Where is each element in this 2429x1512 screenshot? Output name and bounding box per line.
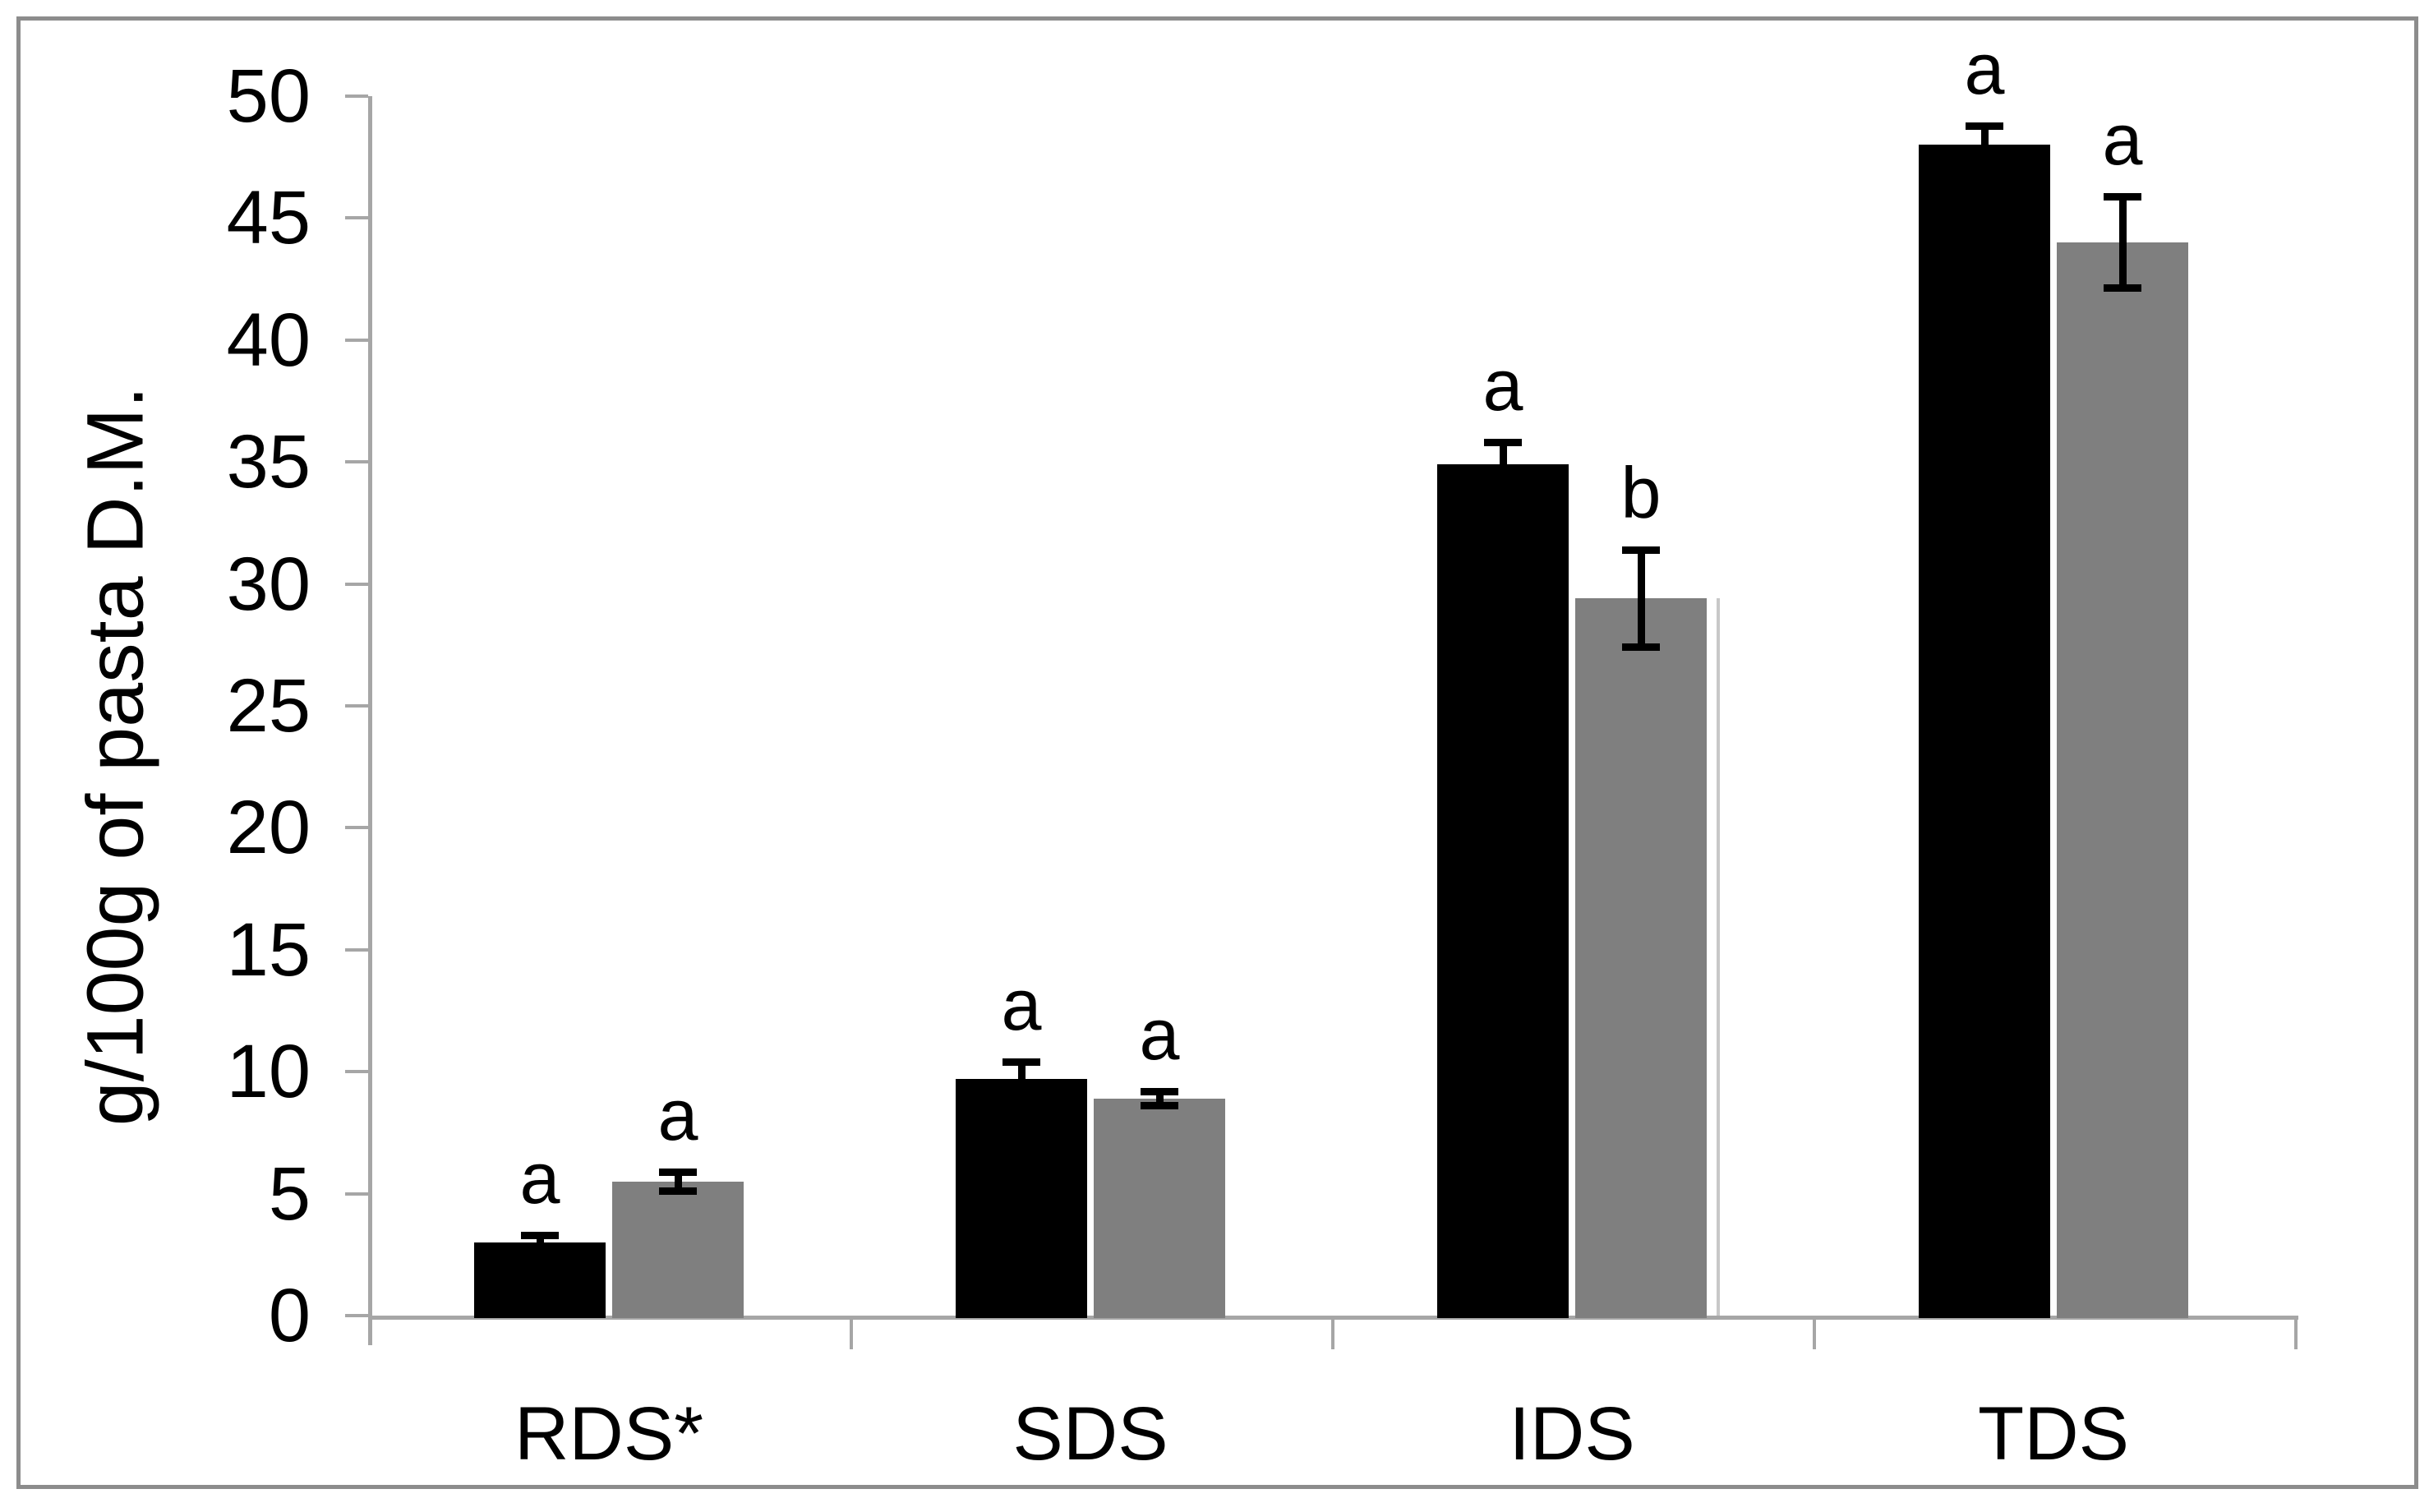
x-axis-line xyxy=(368,1316,2298,1320)
error-bar-cap-bottom xyxy=(2104,284,2141,292)
error-bar-cap-top xyxy=(1141,1088,1178,1095)
bar-gray-bars-rds xyxy=(612,1182,744,1318)
x-axis-boundary-tick xyxy=(1813,1320,1816,1349)
y-tick-label: 5 xyxy=(268,1152,311,1236)
error-bar-cap-top xyxy=(521,1232,559,1239)
y-axis-line xyxy=(368,96,372,1345)
y-axis-tick xyxy=(345,583,368,586)
x-axis-boundary-tick xyxy=(1331,1320,1334,1349)
error-bar-cap-bottom xyxy=(659,1187,697,1195)
y-tick-label: 20 xyxy=(226,786,311,869)
error-bar-cap-bottom xyxy=(1141,1102,1178,1109)
y-axis-tick xyxy=(345,216,368,219)
y-axis-tick xyxy=(345,460,368,463)
y-tick-label: 45 xyxy=(226,176,311,260)
y-tick-label: 50 xyxy=(226,54,311,138)
y-axis-tick xyxy=(345,339,368,342)
y-axis-tick xyxy=(345,1192,368,1196)
error-bar-cap-bottom xyxy=(521,1246,559,1253)
error-bar-cap-top xyxy=(1966,122,2003,130)
error-bar-cap-top xyxy=(2104,193,2141,201)
error-bar-stem xyxy=(2118,196,2127,288)
x-axis-boundary-tick xyxy=(2294,1320,2298,1349)
bar-gray-bars-ids xyxy=(1575,598,1707,1318)
sig-letter-black-bars-sds: a xyxy=(1001,964,1042,1045)
y-axis-tick xyxy=(345,94,368,98)
error-bar-cap-top xyxy=(659,1169,697,1176)
error-bar-stem xyxy=(1017,1062,1026,1096)
x-category-label-sds: SDS xyxy=(1012,1392,1168,1476)
error-bar-cap-top xyxy=(1002,1058,1040,1066)
y-tick-label: 40 xyxy=(226,298,311,382)
sig-letter-gray-bars-tds: a xyxy=(2102,99,2143,180)
sig-letter-gray-bars-rds: a xyxy=(657,1074,698,1155)
bar-black-bars-sds xyxy=(956,1079,1087,1318)
y-axis-tick xyxy=(345,1314,368,1317)
x-axis-boundary-tick xyxy=(850,1320,853,1349)
bar-black-bars-ids xyxy=(1437,464,1569,1318)
error-bar-stem xyxy=(536,1235,544,1250)
figure-border xyxy=(16,16,2418,1489)
error-bar-stem xyxy=(1155,1091,1164,1106)
x-category-label-tds: TDS xyxy=(1978,1392,2129,1476)
error-bar-stem xyxy=(674,1172,682,1192)
error-bar-cap-bottom xyxy=(1484,482,1522,490)
sig-letter-black-bars-ids: a xyxy=(1482,344,1523,426)
error-bar-stem xyxy=(1637,550,1645,648)
sig-letter-gray-bars-ids: b xyxy=(1620,452,1662,533)
sig-letter-black-bars-tds: a xyxy=(1964,28,2005,109)
error-bar-cap-bottom xyxy=(1002,1092,1040,1099)
y-axis-tick xyxy=(345,704,368,708)
y-axis-tick xyxy=(345,1070,368,1073)
sig-letter-black-bars-rds: a xyxy=(519,1137,560,1219)
error-bar-stem xyxy=(1980,126,1989,164)
sig-letter-gray-bars-sds: a xyxy=(1139,993,1180,1075)
y-tick-label: 15 xyxy=(226,908,311,992)
bar-black-bars-tds xyxy=(1919,145,2050,1318)
error-bar-cap-top xyxy=(1622,546,1660,554)
bar-gray-bars-tds xyxy=(2057,242,2188,1318)
y-tick-label: 25 xyxy=(226,664,311,748)
error-bar-cap-bottom xyxy=(1622,643,1660,651)
bar-gray-bars-sds xyxy=(1094,1099,1225,1318)
error-bar-cap-bottom xyxy=(1966,160,2003,168)
y-tick-label: 0 xyxy=(268,1274,311,1358)
x-category-label-ids: IDS xyxy=(1509,1392,1635,1476)
bar-black-bars-rds xyxy=(474,1242,606,1318)
error-bar-stem xyxy=(1499,442,1507,486)
x-category-label-rds: RDS* xyxy=(514,1392,704,1476)
y-tick-label: 10 xyxy=(226,1030,311,1113)
y-axis-tick xyxy=(345,948,368,952)
y-tick-label: 30 xyxy=(226,542,311,626)
error-bar-cap-top xyxy=(1484,439,1522,446)
y-tick-label: 35 xyxy=(226,420,311,504)
y-axis-tick xyxy=(345,826,368,829)
ids-artifact-line xyxy=(1717,598,1720,1316)
